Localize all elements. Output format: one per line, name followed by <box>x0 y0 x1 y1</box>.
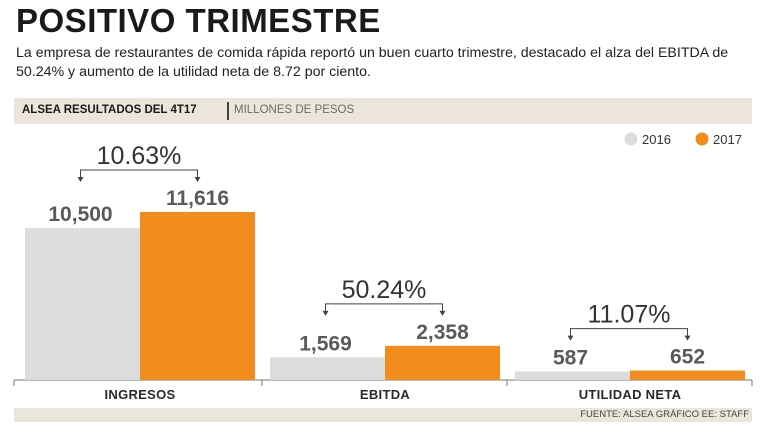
legend-label-2016: 2016 <box>642 132 671 147</box>
change-bracket-ebitda <box>325 303 443 315</box>
x-tick-label-utilidad-neta: UTILIDAD NETA <box>579 387 682 402</box>
unit-label: MILLONES DE PESOS <box>234 104 355 116</box>
footer-band: FUENTE: ALSEA GRÁFICO EE: STAFF <box>14 408 752 422</box>
change-label-utilidad-neta: 11.07% <box>588 301 671 329</box>
data-label-utilidad-neta-2017: 652 <box>670 346 705 369</box>
change-arrow-right-utilidad-neta <box>684 335 691 341</box>
bar-utilidad-neta-2016 <box>515 371 630 380</box>
x-tick-label-ebitda: EBITDA <box>360 387 410 402</box>
change-arrow-right-ingresos <box>194 177 201 182</box>
change-arrow-left-utilidad-neta <box>567 335 574 341</box>
separator <box>227 102 229 120</box>
subtitle: La empresa de restaurantes de comida ráp… <box>16 45 729 80</box>
change-label-ebitda: 50.24% <box>342 276 427 304</box>
change-arrow-left-ingresos <box>77 177 84 182</box>
change-bracket-utilidad-neta <box>570 328 688 340</box>
data-label-utilidad-neta-2016: 587 <box>553 347 588 370</box>
page-title: POSITIVO TRIMESTRE <box>16 2 381 39</box>
source-note: FUENTE: ALSEA GRÁFICO EE: STAFF <box>580 409 749 420</box>
bar-utilidad-neta-2017 <box>630 370 745 380</box>
legend-swatch-2016 <box>624 132 638 146</box>
change-bracket-ingresos <box>80 169 198 181</box>
bar-ebitda-2017 <box>385 345 500 380</box>
bar-ingresos-2016 <box>25 228 140 380</box>
legend-swatch-2017 <box>695 132 709 146</box>
data-label-ebitda-2017: 2,358 <box>416 321 469 344</box>
data-label-ingresos-2016: 10,500 <box>48 203 112 226</box>
bar-ingresos-2017 <box>140 212 255 380</box>
data-label-ebitda-2016: 1,569 <box>299 332 352 355</box>
chart-title: ALSEA RESULTADOS DEL 4T17 <box>22 104 197 116</box>
legend-label-2017: 2017 <box>713 132 742 147</box>
bar-ebitda-2016 <box>270 357 385 380</box>
chart-header-band: ALSEA RESULTADOS DEL 4T17 MILLONES DE PE… <box>14 98 752 124</box>
change-arrow-right-ebitda <box>439 310 446 316</box>
change-arrow-left-ebitda <box>322 310 329 316</box>
data-label-ingresos-2017: 11,616 <box>166 187 229 210</box>
x-tick-label-ingresos: INGRESOS <box>104 387 175 402</box>
change-label-ingresos: 10.63% <box>97 142 182 170</box>
